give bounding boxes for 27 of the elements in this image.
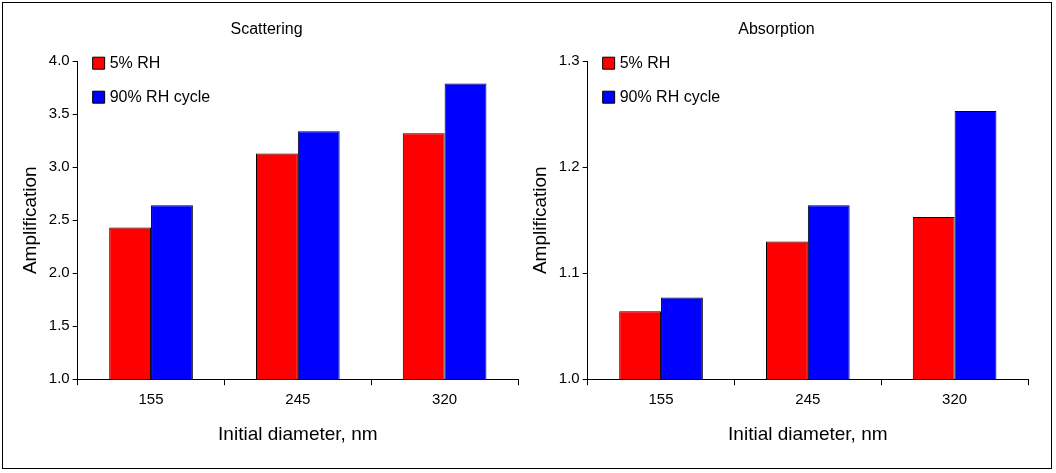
- y-tick-label: 4.0: [48, 51, 70, 69]
- legend-label: 90% RH cycle: [109, 87, 211, 105]
- y-tick-label: 1.2: [558, 157, 580, 175]
- x-tick-label: 155: [648, 390, 674, 408]
- chart-title: Scattering: [230, 20, 303, 38]
- x-tick-label: 320: [942, 390, 968, 408]
- x-tick-label: 155: [138, 390, 164, 408]
- x-axis-title: Initial diameter, nm: [728, 422, 888, 444]
- y-tick-label: 1.1: [558, 263, 580, 281]
- y-tick-label: 1.0: [48, 369, 70, 387]
- x-tick-label: 245: [285, 390, 311, 408]
- legend-label: 5% RH: [109, 53, 161, 71]
- x-tick-label: 245: [795, 390, 821, 408]
- y-tick-label: 2.5: [48, 210, 70, 228]
- y-tick-label: 1.5: [48, 316, 70, 334]
- y-axis-title: Amplification: [528, 166, 550, 275]
- y-tick-label: 3.0: [48, 157, 70, 175]
- x-axis-title: Initial diameter, nm: [218, 422, 378, 444]
- legend-label: 5% RH: [619, 53, 671, 71]
- y-tick-label: 2.0: [48, 263, 70, 281]
- y-tick-label: 1.3: [558, 51, 580, 69]
- legend-label: 90% RH cycle: [619, 87, 721, 105]
- y-axis-title: Amplification: [18, 166, 40, 275]
- y-tick-label: 1.0: [558, 369, 580, 387]
- x-tick-label: 320: [432, 390, 458, 408]
- y-tick-label: 3.5: [48, 104, 70, 122]
- chart-title: Absorption: [738, 20, 815, 38]
